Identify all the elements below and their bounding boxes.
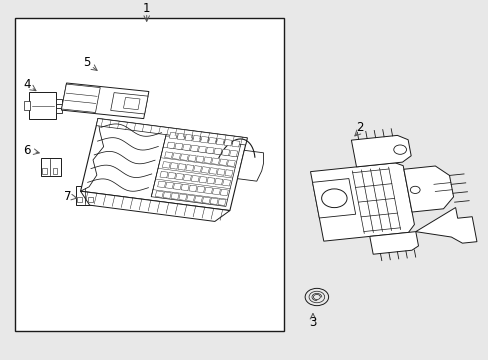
Polygon shape	[183, 174, 191, 181]
Polygon shape	[184, 134, 193, 141]
Polygon shape	[61, 83, 148, 118]
Polygon shape	[167, 172, 176, 179]
Polygon shape	[110, 93, 148, 114]
Polygon shape	[182, 144, 190, 151]
Polygon shape	[217, 169, 224, 175]
Polygon shape	[172, 153, 180, 159]
Polygon shape	[229, 150, 237, 157]
Bar	[29, 92, 56, 119]
Polygon shape	[169, 132, 177, 139]
Polygon shape	[221, 149, 229, 156]
Polygon shape	[202, 197, 210, 203]
Polygon shape	[166, 142, 175, 149]
Polygon shape	[188, 155, 196, 161]
Polygon shape	[205, 147, 214, 154]
Polygon shape	[165, 182, 173, 189]
Polygon shape	[123, 98, 140, 110]
Polygon shape	[206, 177, 215, 184]
Bar	[56, 99, 62, 104]
Bar	[41, 158, 61, 176]
Polygon shape	[224, 139, 232, 146]
Text: 5: 5	[83, 57, 91, 69]
Bar	[87, 197, 92, 202]
Text: 3: 3	[308, 316, 316, 329]
Polygon shape	[192, 135, 201, 142]
Polygon shape	[351, 135, 410, 167]
Text: 4: 4	[23, 78, 31, 91]
Polygon shape	[191, 175, 199, 182]
Polygon shape	[193, 166, 201, 172]
Polygon shape	[201, 167, 209, 173]
Polygon shape	[186, 195, 194, 202]
Polygon shape	[222, 180, 230, 186]
Polygon shape	[179, 194, 186, 201]
Polygon shape	[203, 157, 211, 163]
Polygon shape	[218, 199, 225, 206]
Polygon shape	[219, 159, 227, 166]
Polygon shape	[369, 231, 418, 254]
Polygon shape	[170, 163, 178, 169]
Polygon shape	[220, 189, 228, 196]
Polygon shape	[208, 138, 216, 144]
Polygon shape	[155, 191, 163, 197]
Bar	[24, 101, 30, 110]
Polygon shape	[196, 186, 204, 193]
Polygon shape	[163, 192, 171, 198]
Polygon shape	[177, 133, 185, 140]
Bar	[76, 186, 96, 205]
Polygon shape	[174, 143, 183, 150]
Text: 2: 2	[355, 121, 363, 134]
Polygon shape	[175, 174, 183, 180]
Polygon shape	[61, 84, 100, 113]
Bar	[56, 108, 62, 113]
Polygon shape	[188, 185, 197, 192]
Polygon shape	[213, 148, 222, 155]
Polygon shape	[204, 187, 212, 194]
Polygon shape	[194, 196, 202, 202]
Polygon shape	[198, 146, 206, 153]
Polygon shape	[227, 160, 235, 167]
Polygon shape	[181, 184, 189, 191]
Polygon shape	[190, 145, 198, 152]
Text: 7: 7	[63, 190, 71, 203]
Polygon shape	[224, 170, 232, 176]
Polygon shape	[310, 163, 413, 241]
Text: 1: 1	[142, 3, 150, 15]
Polygon shape	[160, 171, 168, 178]
Bar	[52, 168, 57, 174]
Polygon shape	[212, 188, 220, 195]
Polygon shape	[96, 118, 247, 145]
Polygon shape	[199, 176, 207, 183]
Polygon shape	[312, 179, 355, 218]
Polygon shape	[209, 168, 217, 174]
Polygon shape	[200, 136, 208, 143]
Polygon shape	[81, 118, 247, 211]
Polygon shape	[403, 166, 453, 212]
Polygon shape	[162, 162, 170, 168]
Text: 6: 6	[23, 144, 31, 157]
Polygon shape	[173, 183, 181, 190]
Bar	[15, 18, 283, 331]
Bar	[42, 168, 47, 174]
Polygon shape	[216, 139, 224, 145]
Bar	[77, 197, 82, 202]
Polygon shape	[171, 193, 179, 199]
Polygon shape	[164, 152, 172, 158]
Polygon shape	[180, 154, 188, 161]
Polygon shape	[196, 156, 203, 162]
Polygon shape	[211, 158, 219, 165]
Polygon shape	[210, 198, 218, 204]
Polygon shape	[151, 131, 241, 206]
Polygon shape	[157, 181, 165, 188]
Polygon shape	[231, 140, 240, 147]
Polygon shape	[81, 191, 229, 221]
Polygon shape	[415, 207, 476, 243]
Polygon shape	[185, 165, 193, 171]
Polygon shape	[178, 164, 185, 170]
Polygon shape	[237, 150, 263, 181]
Polygon shape	[214, 179, 223, 185]
